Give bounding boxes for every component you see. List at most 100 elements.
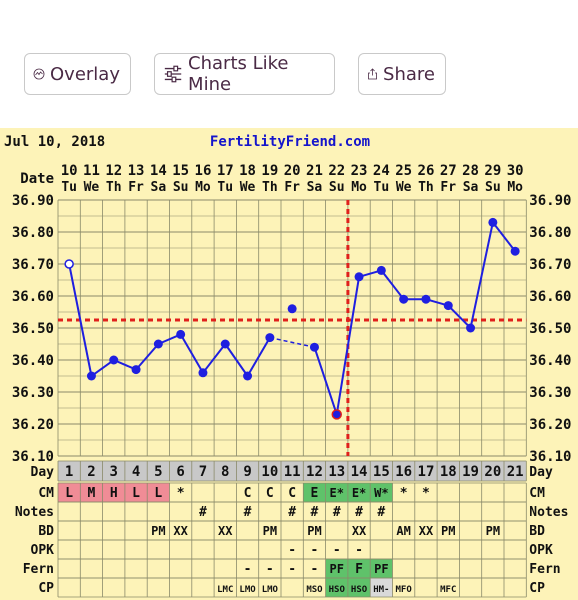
- y-tick-label-left: 36.40: [12, 353, 54, 369]
- temperature-line-segment: [469, 222, 494, 329]
- notes-row-label: Notes: [15, 505, 54, 520]
- weekday-label: We: [240, 180, 256, 195]
- date-label: 28: [462, 163, 479, 179]
- cp-row-label-right: CP: [529, 581, 545, 596]
- chart-toolbar: Overlay Charts Like Mine Share: [0, 0, 578, 128]
- fern-cell: -: [311, 562, 319, 577]
- cm-cell: W*: [374, 486, 388, 500]
- fern-cell: -: [266, 562, 274, 577]
- date-label: 26: [418, 163, 435, 179]
- weekday-label: Sa: [307, 180, 323, 195]
- cm-row-label-right: CM: [529, 486, 545, 501]
- cp-cell: MSO: [306, 585, 323, 595]
- temperature-point: [376, 265, 386, 275]
- day-cell: 14: [351, 464, 368, 480]
- temperature-point: [488, 217, 498, 227]
- date-label: 11: [83, 163, 100, 179]
- day-row-label-right: Day: [529, 465, 553, 480]
- y-tick-label-right: 36.20: [529, 417, 571, 433]
- weekday-label: Mo: [195, 180, 211, 195]
- notes-row-label-right: Notes: [529, 505, 568, 520]
- weekday-label: Fr: [284, 180, 300, 195]
- bd-row-label: BD: [38, 524, 54, 539]
- cm-cell-fill: [58, 483, 81, 502]
- cp-cell: LMO: [239, 585, 256, 595]
- cp-cell-fill: [325, 578, 348, 597]
- y-tick-label-left: 36.80: [12, 225, 54, 241]
- weekday-label: Su: [173, 180, 189, 195]
- weekday-label: Th: [106, 180, 122, 195]
- cm-row-label: CM: [38, 486, 54, 501]
- temperature-point: [331, 409, 342, 420]
- share-button[interactable]: Share: [358, 53, 446, 95]
- temperature-point: [220, 339, 230, 349]
- date-label: 18: [239, 163, 256, 179]
- cp-cell: LMO: [262, 585, 279, 595]
- day-cell: 5: [154, 464, 162, 480]
- weekday-label: Su: [329, 180, 345, 195]
- cm-cell: C: [244, 486, 252, 501]
- day-cell: 20: [484, 464, 501, 480]
- bd-cell: XX: [218, 524, 233, 538]
- y-tick-label-left: 36.10: [12, 449, 54, 465]
- date-label: 27: [440, 163, 457, 179]
- share-icon: [368, 68, 377, 80]
- notes-cell: #: [244, 505, 252, 520]
- y-tick-label-right: 36.80: [529, 225, 571, 241]
- opk-cell: -: [333, 543, 341, 558]
- cm-cell-fill: [102, 483, 125, 502]
- cp-cell: HSO: [329, 585, 346, 595]
- weekday-label: Tu: [61, 180, 77, 195]
- bd-cell: XX: [173, 524, 188, 538]
- bd-cell: XX: [352, 524, 367, 538]
- overlay-button[interactable]: Overlay: [24, 53, 131, 95]
- temperature-line-segment: [202, 343, 227, 374]
- day-cell: 18: [440, 464, 457, 480]
- temperature-point: [86, 371, 96, 381]
- temperature-point: [510, 246, 520, 256]
- temperature-point: [64, 259, 74, 269]
- cp-cell-fill: [347, 578, 371, 597]
- y-tick-label-left: 36.70: [12, 257, 54, 273]
- date-label: 19: [261, 163, 278, 179]
- day-cell: 13: [328, 464, 345, 480]
- temperature-line-dashed: [269, 336, 315, 348]
- fern-cell: -: [288, 562, 296, 577]
- temperature-line-segment: [135, 343, 160, 371]
- bd-cell: AM: [396, 524, 410, 538]
- temperature-line-segment: [68, 263, 93, 377]
- temperature-point: [131, 365, 141, 375]
- y-tick-label-right: 36.30: [529, 385, 571, 401]
- sliders-icon: [164, 65, 182, 83]
- weekday-label: Th: [262, 180, 278, 195]
- fern-cell: F: [355, 562, 363, 577]
- charts-like-mine-button[interactable]: Charts Like Mine: [154, 53, 335, 95]
- chart-line-icon: [33, 68, 45, 80]
- day-cell: 6: [176, 464, 184, 480]
- day-cell: 4: [132, 464, 140, 480]
- day-cell: 1: [65, 464, 73, 480]
- bd-row-label-right: BD: [529, 524, 545, 539]
- bd-cell: XX: [419, 524, 434, 538]
- day-cell: 7: [199, 464, 207, 480]
- date-label: 21: [306, 163, 323, 179]
- day-cell: 3: [110, 464, 118, 480]
- y-tick-label-right: 36.70: [529, 257, 571, 273]
- weekday-label: Tu: [217, 180, 233, 195]
- temperature-line-segment: [380, 269, 405, 300]
- cm-cell-fill: [147, 483, 170, 502]
- temperature-point: [354, 272, 364, 282]
- day-cell: 11: [284, 464, 301, 480]
- notes-cell: #: [333, 505, 341, 520]
- date-label: 29: [484, 163, 501, 179]
- date-label: 12: [105, 163, 122, 179]
- temperature-point: [309, 342, 319, 352]
- date-row-label: Date: [20, 171, 54, 187]
- y-tick-label-right: 36.50: [529, 321, 571, 337]
- temperature-point: [466, 323, 476, 333]
- cp-cell: HM-: [373, 585, 389, 595]
- y-tick-label-left: 36.30: [12, 385, 54, 401]
- fern-cell-fill: [370, 559, 393, 578]
- charts-like-mine-label: Charts Like Mine: [188, 53, 289, 95]
